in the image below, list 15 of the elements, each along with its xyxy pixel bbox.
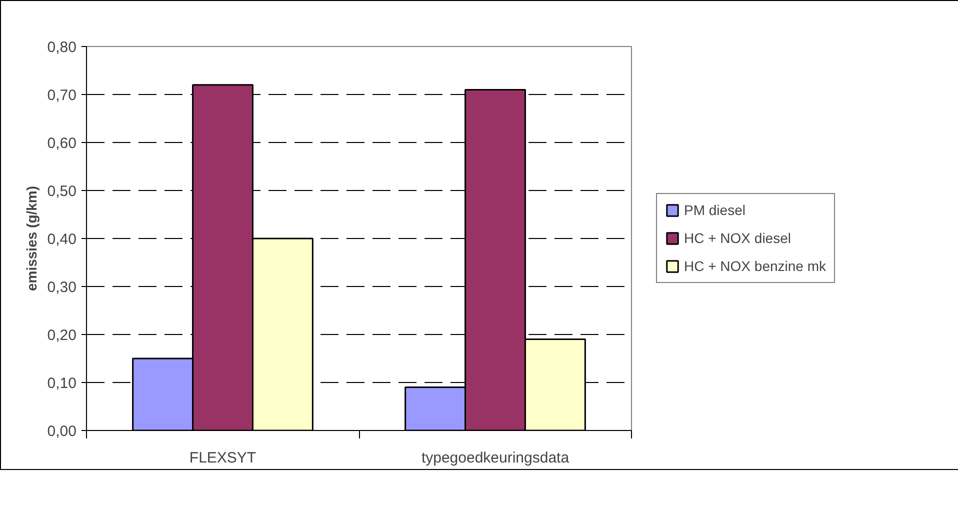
y-tick-label: 0,40 — [47, 231, 77, 248]
y-tick-label: 0,10 — [47, 375, 77, 392]
y-tick-label: 0,50 — [47, 183, 77, 200]
legend-label: PM diesel — [684, 202, 746, 218]
x-tick-label: typegoedkeuringsdata — [421, 450, 570, 466]
x-tick-label: FLEXSYT — [189, 450, 256, 466]
y-tick-label: 0,70 — [47, 87, 77, 104]
y-tick-label: 0,80 — [47, 39, 77, 56]
y-tick-label: 0,00 — [47, 423, 77, 440]
y-axis-title: emissies (g/km) — [23, 186, 40, 292]
y-tick-label: 0,20 — [47, 327, 77, 344]
legend-label: HC + NOX diesel — [684, 230, 791, 246]
y-tick-label: 0,30 — [47, 279, 77, 296]
legend-label: HC + NOX benzine mk — [684, 258, 826, 274]
y-tick-label: 0,60 — [47, 135, 77, 152]
